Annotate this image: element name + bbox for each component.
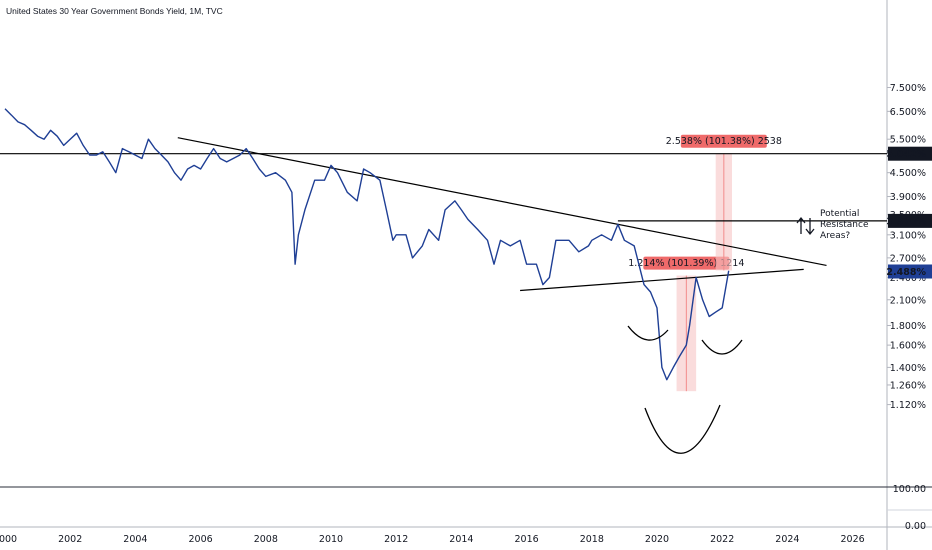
y-tick-label: 1.800% bbox=[890, 321, 926, 332]
y-tick-label: 6.500% bbox=[890, 107, 926, 118]
trendline[interactable] bbox=[520, 268, 804, 292]
x-tick-label: 2026 bbox=[841, 534, 865, 545]
x-tick-label: 2010 bbox=[319, 534, 343, 545]
measure-label: 2.538% (101.38%) 2538 bbox=[666, 136, 782, 147]
y-tick-label: 1.400% bbox=[890, 363, 926, 374]
y-tick-label: 5.500% bbox=[890, 135, 926, 146]
level-price-tag bbox=[888, 213, 932, 228]
y-tick-label: 2.700% bbox=[890, 253, 926, 264]
x-tick-label: 2008 bbox=[254, 534, 278, 545]
current-price-label: 2.488% bbox=[886, 267, 926, 278]
level-price-label: 3.370% bbox=[886, 216, 926, 227]
measure-label-bg bbox=[643, 256, 730, 270]
up-arrow-icon bbox=[796, 216, 806, 234]
pattern-arc[interactable] bbox=[644, 404, 721, 454]
y-tick-label: 1.120% bbox=[890, 400, 926, 411]
x-tick-label: 2016 bbox=[515, 534, 539, 545]
measure-label: 1.214% (101.39%) 1214 bbox=[628, 258, 744, 269]
y-tick-label: 2.100% bbox=[890, 295, 926, 306]
y-tick-label: 1.260% bbox=[890, 380, 926, 391]
y-tick-label: 4.500% bbox=[890, 168, 926, 179]
x-tick-label: 2012 bbox=[384, 534, 408, 545]
annotation-text: Resistance bbox=[820, 220, 869, 230]
measure-label-bg bbox=[680, 134, 767, 148]
trendline[interactable] bbox=[177, 137, 827, 267]
annotation-text: Potential bbox=[820, 209, 859, 219]
y-tick-label: 2.400% bbox=[890, 273, 926, 284]
y-tick-label: 3.900% bbox=[890, 192, 926, 203]
x-tick-label: 2006 bbox=[189, 534, 213, 545]
yield-series-line[interactable] bbox=[4, 108, 730, 381]
x-tick-label: 2002 bbox=[58, 534, 82, 545]
y-tick-label: 3.100% bbox=[890, 230, 926, 241]
x-tick-label: 2020 bbox=[645, 534, 669, 545]
current-price-tag bbox=[888, 264, 932, 279]
level-price-tag bbox=[888, 146, 932, 161]
pattern-arc[interactable] bbox=[701, 339, 743, 355]
x-tick-label: 2018 bbox=[580, 534, 604, 545]
level-price-label: 5.042% bbox=[886, 149, 926, 160]
pattern-arc[interactable] bbox=[627, 325, 669, 341]
lower-tick-label: 100.00 bbox=[893, 484, 926, 495]
x-tick-label: 2022 bbox=[710, 534, 734, 545]
x-tick-label: 2014 bbox=[449, 534, 473, 545]
chart-title: United States 30 Year Government Bonds Y… bbox=[6, 6, 223, 16]
y-tick-label: 1.600% bbox=[890, 341, 926, 352]
lower-tick-label: 0.00 bbox=[905, 521, 926, 532]
x-tick-label: 2000 bbox=[0, 534, 17, 545]
down-arrow-icon bbox=[805, 218, 815, 236]
y-tick-label: 7.500% bbox=[890, 83, 926, 94]
x-tick-label: 2004 bbox=[123, 534, 147, 545]
annotation-text: Areas? bbox=[820, 231, 850, 241]
x-tick-label: 2024 bbox=[775, 534, 799, 545]
